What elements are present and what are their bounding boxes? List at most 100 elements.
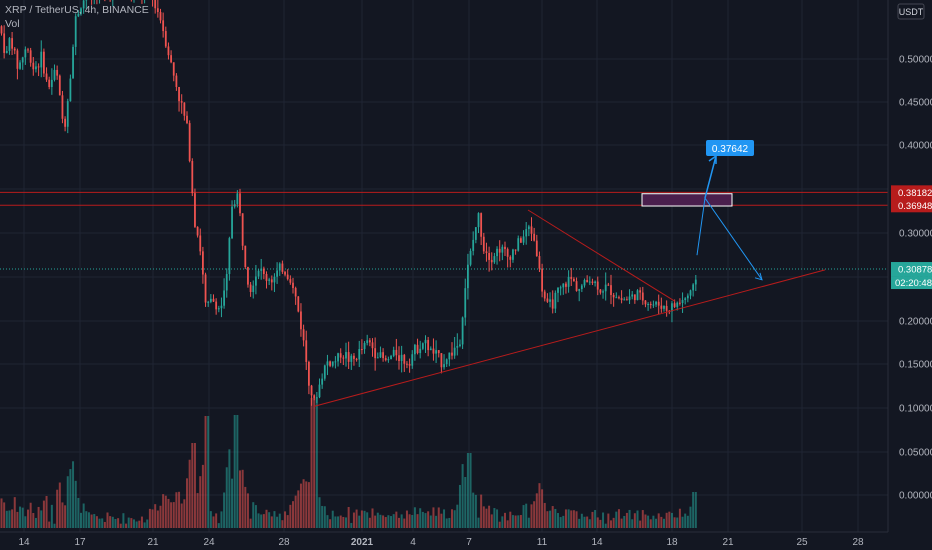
candle-body [596, 281, 599, 290]
volume-bar [453, 510, 456, 528]
volume-bar [580, 513, 583, 528]
candle-body [278, 263, 281, 271]
candle-body [170, 55, 172, 63]
volume-bar [241, 469, 244, 528]
volume-bar [405, 510, 408, 528]
candle-body [292, 282, 294, 289]
volume-bar [24, 516, 27, 528]
volume-bar [474, 494, 477, 528]
candle-body [522, 236, 525, 243]
candle-body [72, 46, 74, 79]
descending-trendline[interactable] [527, 209, 676, 302]
volume-bar [228, 449, 231, 528]
candle-body [262, 268, 265, 275]
candle-body [236, 193, 239, 205]
candle-body [580, 285, 583, 290]
volume-bar [594, 510, 597, 528]
candle-body [321, 378, 324, 385]
candle-body [506, 249, 509, 257]
time-tick-label: 25 [796, 537, 808, 548]
candle-body [284, 271, 286, 275]
price-tick-label: 0.30000 [899, 229, 932, 240]
candle-body [602, 291, 604, 293]
candle-body [207, 301, 210, 303]
volume-bar [403, 518, 406, 528]
volume-bar [358, 515, 361, 528]
candle-body [493, 256, 496, 263]
volume-bar [74, 480, 77, 528]
volume-bar [109, 516, 112, 528]
volume-bar [607, 513, 610, 528]
volume-bar [501, 516, 504, 528]
volume-bar [676, 517, 679, 528]
candle-body [239, 193, 241, 214]
volume-bar [366, 512, 369, 528]
ascending-trendline[interactable] [313, 269, 826, 407]
volume-bar [331, 510, 334, 528]
volume-bar [233, 415, 236, 528]
candle-body [565, 283, 567, 287]
candle-body [257, 270, 260, 277]
price-tick-label: 0.15000 [899, 360, 932, 371]
volume-bar [225, 467, 228, 528]
time-axis-panel[interactable] [0, 532, 932, 550]
volume-bar [400, 514, 403, 528]
volume-bar [368, 517, 371, 528]
volume-bar [551, 506, 554, 528]
volume-bar [93, 514, 96, 528]
volume-bar [191, 443, 194, 528]
candle-body [472, 239, 475, 251]
volume-label: Vol [5, 18, 20, 30]
time-tick-label: 17 [74, 537, 86, 548]
candle-body [183, 102, 186, 116]
volume-bar [32, 512, 35, 528]
volume-bar [506, 520, 509, 528]
volume-bar [641, 510, 644, 528]
volume-bar [371, 508, 374, 528]
candle-body [633, 294, 636, 301]
candle-body [679, 302, 681, 304]
volume-bar [156, 510, 159, 528]
volume-bar [557, 513, 559, 528]
candle-body [37, 66, 40, 68]
volume-bar [315, 398, 318, 528]
volume-bar [355, 509, 358, 528]
target-zone-box[interactable] [641, 193, 733, 207]
volume-bar [559, 517, 562, 528]
volume-bar [302, 479, 305, 528]
candle-body [270, 279, 273, 283]
time-tick-label: 14 [18, 537, 30, 548]
candle-body [512, 249, 514, 260]
candle-body [366, 340, 369, 343]
volume-bar [461, 464, 464, 528]
candle-body [530, 226, 533, 234]
candle-body [665, 305, 668, 311]
candle-body [623, 299, 626, 301]
volume-bar [262, 514, 265, 528]
volume-bar [663, 518, 665, 528]
volume-bar [193, 443, 196, 528]
volume-bar [270, 516, 273, 528]
price-axis-level-value: 0.38182 [898, 188, 932, 199]
volume-bar [143, 522, 146, 528]
candle-body [24, 49, 27, 58]
time-tick-label: 4 [410, 537, 416, 548]
volume-bar [504, 512, 506, 528]
volume-bar [40, 510, 43, 528]
volume-bar [80, 512, 82, 528]
target-callout-box[interactable] [706, 140, 754, 156]
volume-bar [209, 511, 212, 528]
candle-body [459, 344, 461, 347]
candle-body [636, 290, 639, 301]
candle-body [647, 304, 649, 306]
candle-body [610, 285, 612, 295]
candle-body [35, 66, 37, 70]
candle-body [334, 361, 337, 363]
volume-bar [379, 514, 382, 528]
candle-body [480, 213, 483, 237]
volume-bar [575, 511, 578, 528]
currency-unit-button[interactable]: USDT [897, 3, 925, 20]
candle-body [323, 365, 326, 379]
candle-body [403, 354, 406, 364]
